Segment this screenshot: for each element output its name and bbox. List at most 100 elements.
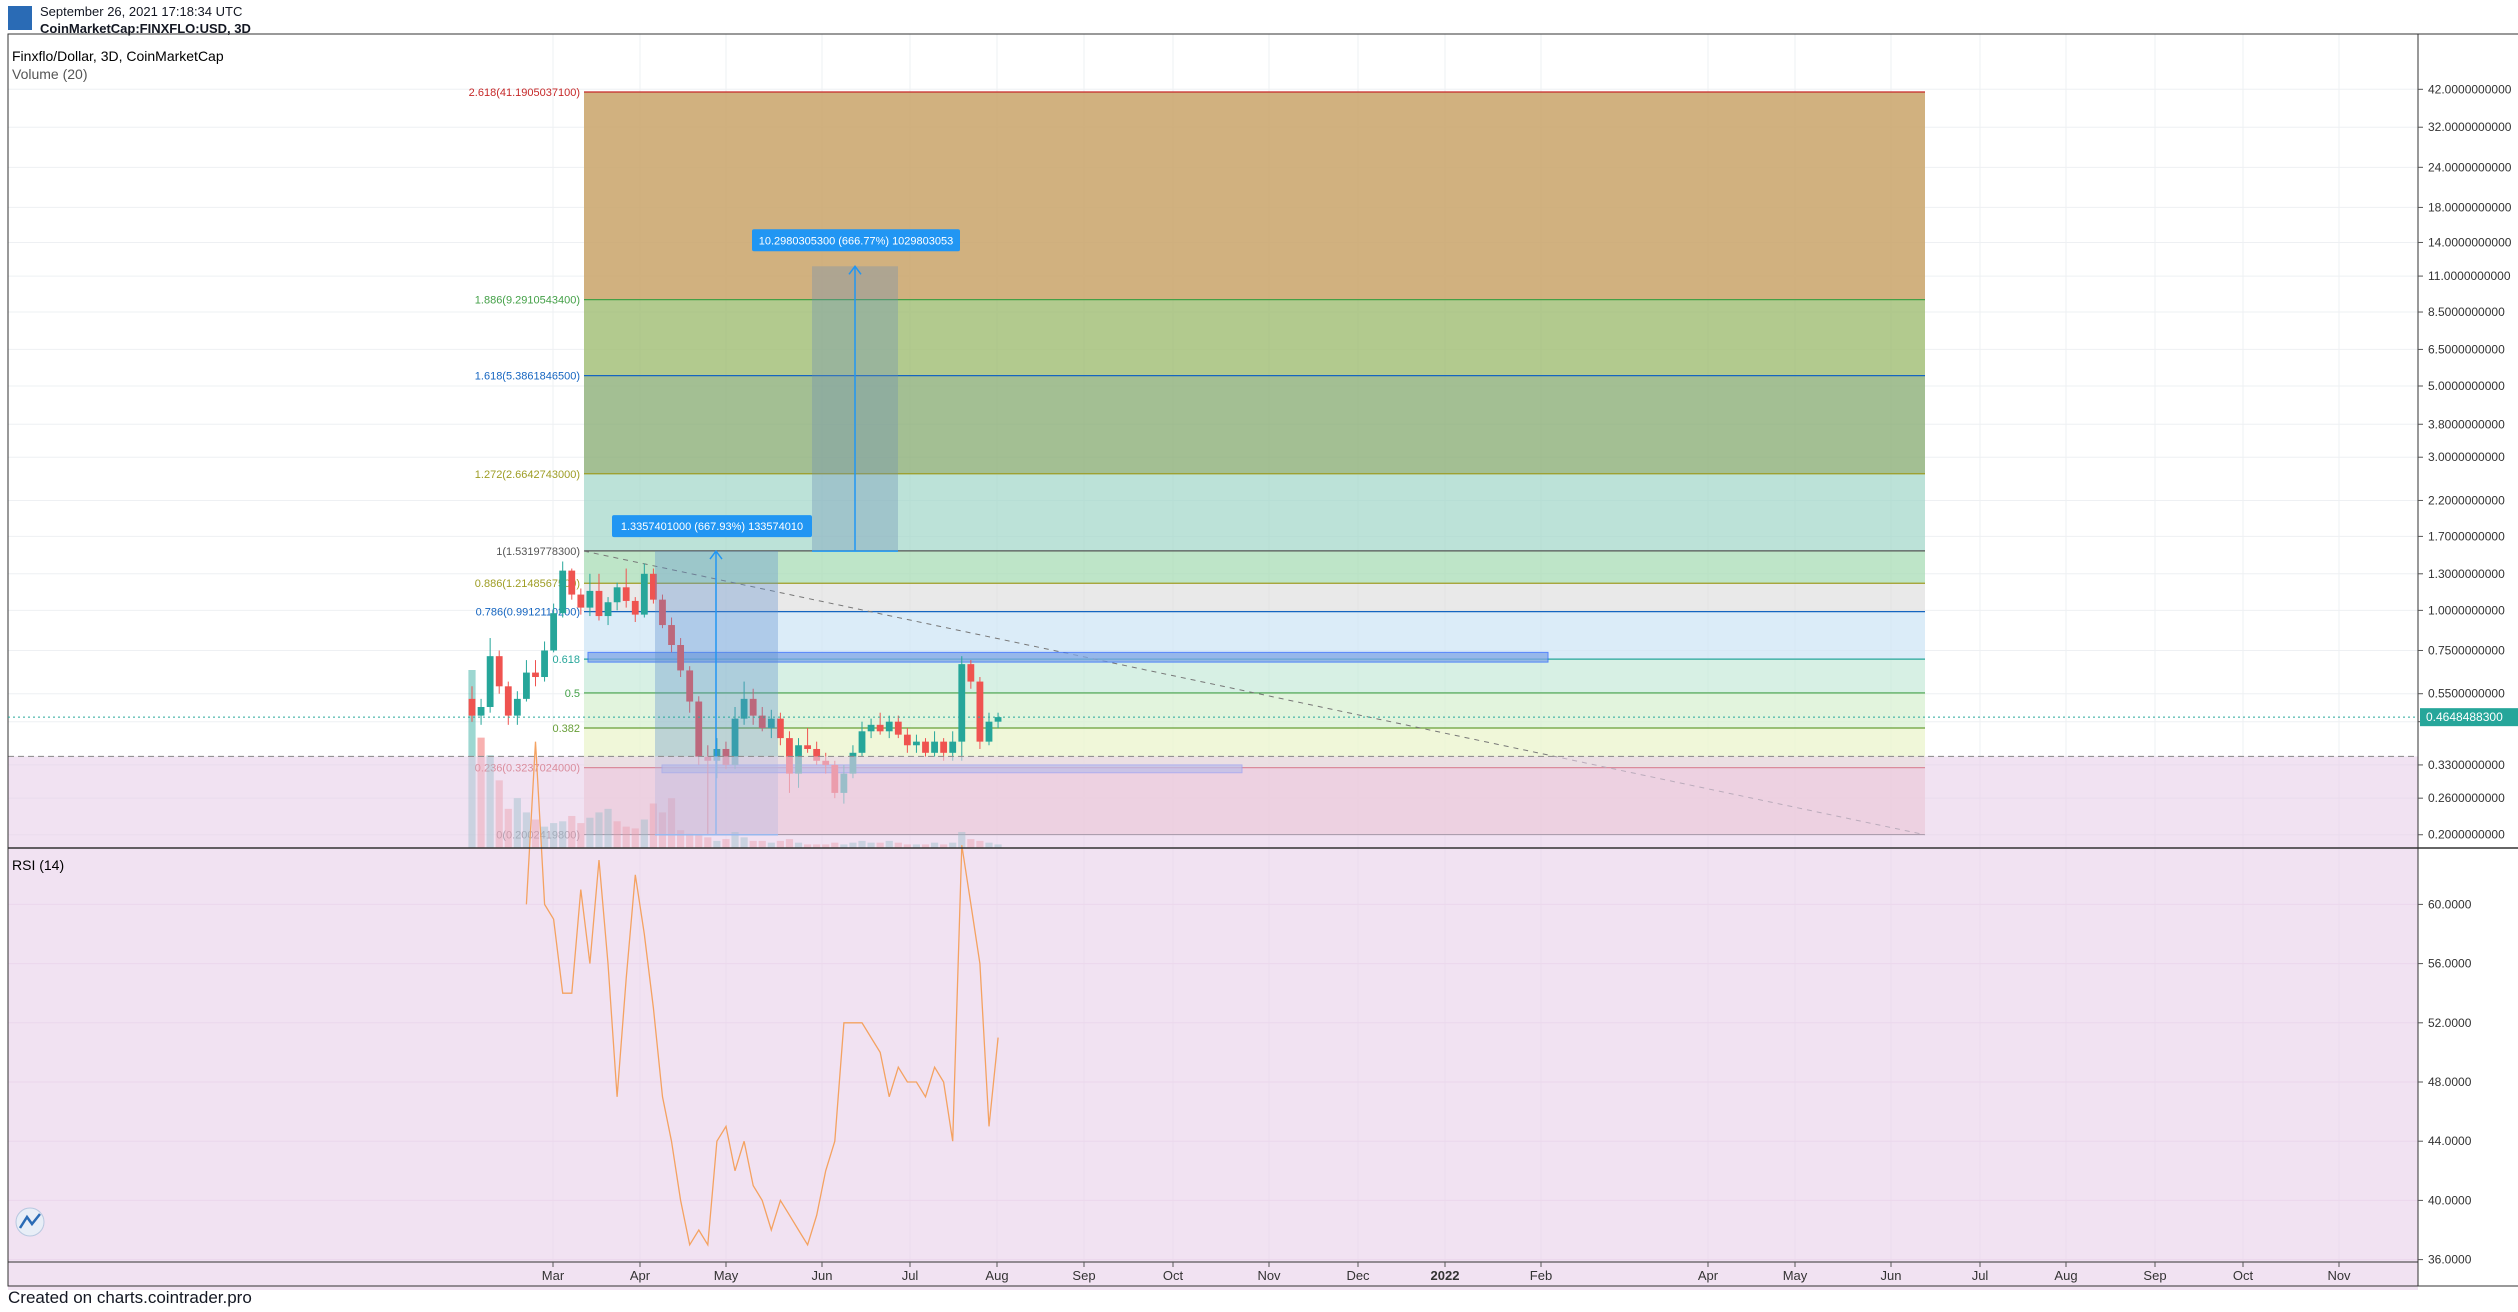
x-tick-label: Jul bbox=[1972, 1268, 1989, 1283]
candle-body bbox=[686, 670, 694, 702]
candle-body bbox=[513, 698, 521, 716]
x-tick-label: Aug bbox=[2054, 1268, 2077, 1283]
chart-header: September 26, 2021 17:18:34 UTC CoinMark… bbox=[0, 0, 2518, 40]
fib-level-label: 1.618(5.3861846500) bbox=[475, 371, 580, 383]
legend-rsi: RSI (14) bbox=[12, 857, 64, 873]
measure-arrowhead bbox=[848, 265, 862, 275]
price-tick-label: 14.0000000000 bbox=[2428, 235, 2512, 249]
candle-body bbox=[613, 587, 621, 603]
candle-body bbox=[786, 738, 793, 774]
rsi-tick-label: 48.0000 bbox=[2428, 1075, 2472, 1089]
candle-body bbox=[677, 645, 685, 671]
candle-body bbox=[876, 724, 884, 732]
measure-arrowhead bbox=[709, 549, 723, 560]
price-tick-label: 2.2000000000 bbox=[2428, 493, 2505, 507]
candle-body bbox=[495, 656, 503, 687]
candle-body bbox=[577, 594, 585, 608]
candle-body bbox=[468, 698, 476, 716]
fib-level-label: 1(1.5319778300) bbox=[496, 546, 580, 558]
candle-body bbox=[659, 599, 666, 626]
price-tick-label: 42.0000000000 bbox=[2428, 82, 2512, 96]
candle-body bbox=[486, 656, 494, 707]
x-tick-label: Feb bbox=[1530, 1268, 1552, 1283]
fib-zone bbox=[584, 550, 1925, 584]
fib-level-label: 0.5 bbox=[565, 688, 580, 700]
chart-frame bbox=[7, 33, 2518, 1287]
x-tick-label: Mar bbox=[542, 1268, 565, 1283]
fib-zone bbox=[584, 692, 1925, 729]
footer-credit: Created on charts.cointrader.pro bbox=[8, 1288, 252, 1307]
candle-body bbox=[976, 681, 984, 742]
x-tick-label: Sep bbox=[2143, 1268, 2166, 1283]
price-tick-label: 24.0000000000 bbox=[2428, 160, 2512, 174]
candle-body bbox=[885, 721, 893, 732]
candle-body bbox=[640, 573, 648, 615]
candle-body bbox=[695, 701, 703, 757]
x-tick-label: Oct bbox=[2233, 1268, 2254, 1283]
candle-body bbox=[668, 625, 675, 646]
fib-zone bbox=[584, 473, 1925, 551]
candle-body bbox=[931, 741, 938, 753]
rsi-line bbox=[525, 741, 999, 1247]
candle-body bbox=[604, 602, 612, 617]
fib-level-label: 0.886(1.2148567500) bbox=[475, 578, 580, 590]
current-price-badge bbox=[2420, 708, 2518, 727]
tradingview-logo-icon bbox=[8, 6, 32, 30]
legend-volume: Volume (20) bbox=[12, 66, 87, 82]
candle-body bbox=[894, 721, 902, 735]
price-tick-label: 0.5500000000 bbox=[2428, 687, 2505, 701]
candle-body bbox=[523, 672, 530, 699]
x-tick-label: Nov bbox=[1257, 1268, 1281, 1283]
fib-zone bbox=[584, 659, 1925, 693]
candle-body bbox=[776, 718, 784, 739]
x-tick-label: May bbox=[1783, 1268, 1808, 1283]
price-tick-label: 3.8000000000 bbox=[2428, 417, 2505, 431]
measure-label: 1.3357401000 (667.93%) 133574010 bbox=[621, 521, 803, 533]
candle-body bbox=[967, 664, 975, 682]
measure-label-box bbox=[612, 515, 812, 538]
x-tick-label: May bbox=[714, 1268, 739, 1283]
candle-body bbox=[650, 573, 657, 600]
fib-level-label: 1.886(9.2910543400) bbox=[475, 295, 580, 307]
candle-body bbox=[532, 672, 539, 678]
legend-title: Finxflo/Dollar, 3D, CoinMarketCap bbox=[12, 48, 224, 64]
snapshot-timestamp: September 26, 2021 17:18:34 UTC bbox=[40, 4, 243, 19]
fib-zone bbox=[584, 583, 1925, 612]
x-tick-label: Apr bbox=[1698, 1268, 1719, 1283]
fib-level-label: 2.618(41.1905037100) bbox=[469, 87, 580, 99]
fib-zone bbox=[584, 375, 1925, 474]
fib-zone bbox=[584, 299, 1925, 376]
fib-level-label: 0.382 bbox=[552, 723, 580, 735]
candle-body bbox=[622, 587, 630, 601]
candle-body bbox=[550, 613, 558, 651]
candle-body bbox=[958, 664, 966, 742]
symbol-label: CoinMarketCap:FINXFLO:USD, 3D bbox=[40, 21, 251, 36]
candle-body bbox=[813, 748, 821, 761]
price-tick-label: 0.2600000000 bbox=[2428, 791, 2505, 805]
candle-body bbox=[903, 734, 911, 746]
rsi-tick-label: 52.0000 bbox=[2428, 1016, 2472, 1030]
rsi-tick-label: 36.0000 bbox=[2428, 1253, 2472, 1267]
candle-body bbox=[985, 721, 993, 742]
rsi-tick-label: 60.0000 bbox=[2428, 897, 2472, 911]
candle-body bbox=[804, 745, 811, 749]
measure-label-box bbox=[752, 229, 960, 252]
candle-body bbox=[504, 686, 512, 716]
rsi-tick-label: 44.0000 bbox=[2428, 1134, 2472, 1148]
candle-body bbox=[867, 724, 875, 732]
candle-body bbox=[922, 741, 929, 753]
x-tick-label: Apr bbox=[630, 1268, 651, 1283]
candle-body bbox=[949, 741, 957, 753]
rsi-tick-label: 56.0000 bbox=[2428, 957, 2472, 971]
candle-body bbox=[595, 590, 603, 617]
candle-body bbox=[749, 698, 757, 716]
price-tick-label: 0.2000000000 bbox=[2428, 828, 2505, 842]
price-tick-label: 5.0000000000 bbox=[2428, 379, 2505, 393]
price-tick-label: 1.7000000000 bbox=[2428, 529, 2505, 543]
current-price-label: 0.4648488300 bbox=[2426, 710, 2503, 724]
candle-body bbox=[913, 741, 920, 746]
x-tick-label: 2022 bbox=[1431, 1268, 1460, 1283]
chart-axes: Mar Apr May Jun Jul Aug Sep Oct Nov Dec 2022 Feb Apr… bbox=[7, 33, 2518, 1287]
x-tick-label: Jun bbox=[812, 1268, 833, 1283]
